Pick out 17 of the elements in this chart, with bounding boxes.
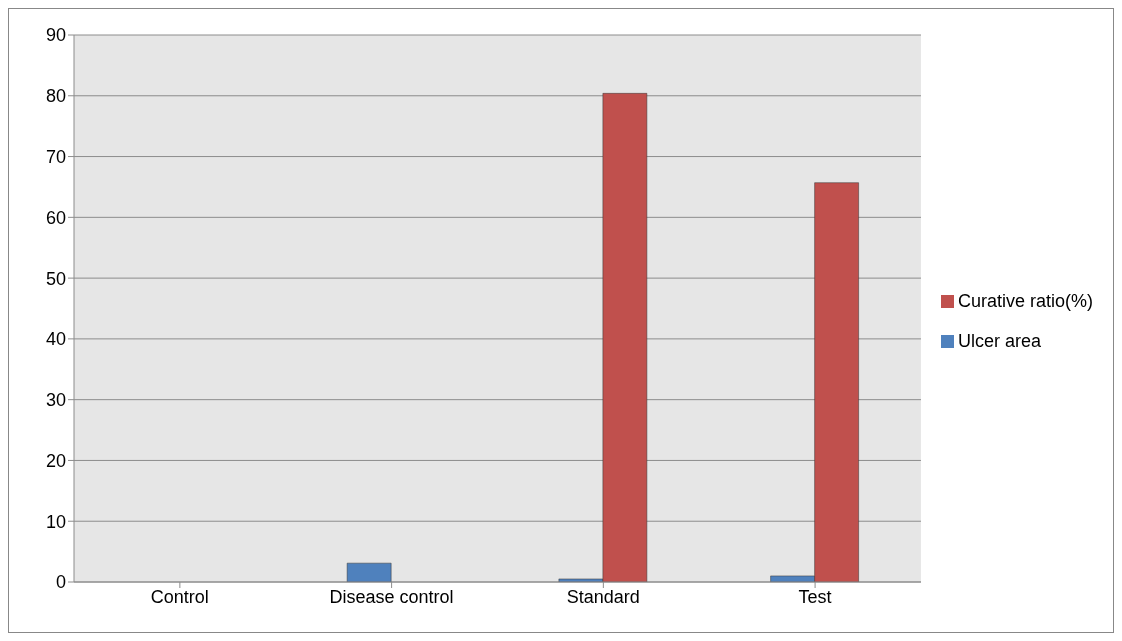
x-tick-label: Standard — [566, 586, 640, 607]
x-tick-label: Test — [798, 586, 832, 607]
y-tick-label: 80 — [45, 86, 66, 107]
y-tick-label: 0 — [55, 572, 66, 593]
y-tick-label: 90 — [45, 25, 66, 46]
y-tick-label: 40 — [45, 329, 66, 350]
y-tick-label: 10 — [45, 511, 66, 532]
bar — [346, 562, 392, 582]
x-tick-label: Control — [150, 586, 209, 607]
y-tick-label: 30 — [45, 390, 66, 411]
y-tick-label: 20 — [45, 450, 66, 471]
y-tick-label: 60 — [45, 207, 66, 228]
legend-label: Ulcer area — [957, 330, 1041, 351]
y-tick-label: 50 — [45, 268, 66, 289]
y-tick-label: 70 — [45, 146, 66, 167]
legend-label: Curative ratio(%) — [957, 290, 1093, 311]
x-tick-label: Disease control — [329, 586, 454, 607]
